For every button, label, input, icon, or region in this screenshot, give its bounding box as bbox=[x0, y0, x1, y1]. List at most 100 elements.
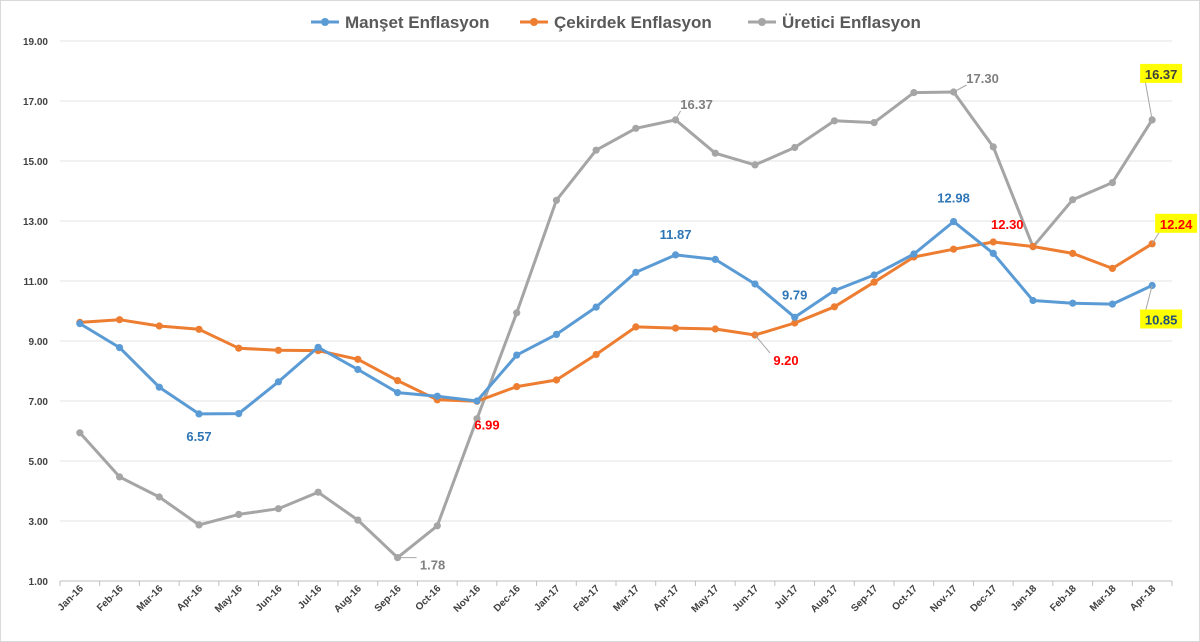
data-point bbox=[552, 376, 561, 384]
legend-swatch-marker bbox=[321, 18, 329, 26]
y-tick-label: 1.00 bbox=[29, 577, 49, 588]
series-layer bbox=[76, 88, 1156, 562]
legend-swatch-marker bbox=[758, 18, 766, 26]
data-point bbox=[473, 415, 481, 423]
data-point bbox=[155, 383, 163, 391]
data-point bbox=[393, 377, 402, 385]
data-point bbox=[1069, 249, 1077, 257]
y-tick-label: 9.00 bbox=[29, 337, 49, 348]
data-labels: 6.57 11.87 9.79 12.98 10.85 6.99 9.20 12.30 12.2… bbox=[186, 63, 1198, 573]
y-tick-label: 7.00 bbox=[29, 397, 49, 408]
data-point bbox=[195, 521, 203, 529]
data-point bbox=[513, 383, 521, 391]
data-point bbox=[791, 143, 799, 152]
data-point bbox=[76, 429, 84, 437]
data-point bbox=[115, 316, 124, 324]
data-point bbox=[1029, 296, 1037, 305]
data-point bbox=[473, 397, 481, 405]
data-point bbox=[274, 378, 283, 386]
label-highlight-box bbox=[1140, 63, 1183, 83]
data-point bbox=[989, 143, 997, 151]
data-point bbox=[870, 278, 878, 286]
data-point bbox=[235, 510, 243, 518]
data-point bbox=[155, 322, 163, 330]
series-line bbox=[78, 240, 1154, 403]
series-line bbox=[78, 220, 1154, 416]
data-label: 1.78 bbox=[420, 558, 445, 573]
data-point bbox=[870, 271, 878, 279]
data-label: 6.99 bbox=[474, 417, 499, 432]
data-point bbox=[711, 149, 719, 157]
data-point bbox=[949, 218, 958, 226]
data-label: 9.79 bbox=[782, 287, 807, 302]
y-tick-label: 19.00 bbox=[23, 37, 48, 48]
data-label: 11.87 bbox=[660, 227, 692, 242]
data-point bbox=[949, 245, 958, 253]
data-point bbox=[274, 505, 283, 513]
data-point bbox=[195, 325, 203, 333]
data-point bbox=[552, 330, 561, 338]
data-point bbox=[235, 410, 243, 418]
data-point bbox=[592, 350, 600, 359]
y-tick-label: 15.00 bbox=[23, 157, 48, 168]
data-point bbox=[115, 344, 124, 352]
data-point bbox=[155, 493, 163, 501]
data-point bbox=[513, 309, 521, 317]
data-point bbox=[354, 365, 362, 374]
data-point bbox=[830, 303, 839, 311]
data-point bbox=[552, 196, 561, 204]
data-point bbox=[632, 124, 640, 132]
data-point bbox=[671, 251, 680, 259]
data-point bbox=[671, 324, 680, 332]
data-point bbox=[830, 117, 839, 125]
data-label: 16.37 bbox=[680, 97, 713, 112]
label-highlight-box bbox=[1155, 213, 1198, 233]
data-point bbox=[711, 325, 719, 333]
data-point bbox=[1069, 299, 1077, 307]
data-label: 17.30 bbox=[966, 71, 999, 86]
data-point bbox=[870, 119, 878, 127]
data-point bbox=[1069, 196, 1077, 204]
data-point bbox=[76, 320, 84, 328]
label-leader-line bbox=[953, 84, 967, 93]
data-point bbox=[1108, 264, 1117, 272]
y-tick-label: 3.00 bbox=[29, 517, 49, 528]
data-point bbox=[791, 313, 799, 321]
legend: Manşet Enflasyon Çekirdek Enflasyon Üretic… bbox=[311, 13, 921, 32]
legend-label: Manşet Enflasyon bbox=[345, 13, 490, 32]
grid-lines bbox=[60, 40, 1172, 522]
data-point bbox=[910, 89, 918, 97]
data-point bbox=[592, 146, 600, 154]
data-point bbox=[632, 323, 640, 331]
data-point bbox=[433, 392, 441, 400]
y-tick-label: 5.00 bbox=[29, 457, 49, 468]
y-tick-label: 13.00 bbox=[23, 217, 48, 228]
data-point bbox=[314, 343, 322, 351]
legend-label: Çekirdek Enflasyon bbox=[554, 13, 712, 32]
data-label: 12.24 bbox=[1160, 217, 1193, 232]
label-leader-line bbox=[1144, 80, 1153, 120]
data-point bbox=[632, 268, 640, 276]
data-point bbox=[592, 303, 600, 311]
data-point bbox=[354, 355, 362, 363]
series-line bbox=[78, 90, 1154, 560]
data-point bbox=[354, 516, 362, 524]
data-point bbox=[751, 161, 759, 169]
data-point bbox=[1108, 179, 1117, 187]
data-label: 12.30 bbox=[991, 217, 1024, 232]
label-highlight-box bbox=[1140, 309, 1183, 329]
y-tick-label: 11.00 bbox=[24, 277, 49, 288]
data-label: 6.57 bbox=[186, 429, 211, 444]
data-point bbox=[751, 280, 759, 288]
label-leader-line bbox=[1144, 285, 1153, 313]
data-point bbox=[910, 250, 918, 258]
data-label: 12.98 bbox=[937, 191, 970, 206]
data-point bbox=[791, 319, 799, 327]
data-label: 10.85 bbox=[1145, 313, 1178, 328]
data-point bbox=[513, 351, 521, 359]
data-point bbox=[1029, 242, 1037, 251]
data-point bbox=[235, 344, 243, 352]
data-point bbox=[830, 287, 839, 295]
